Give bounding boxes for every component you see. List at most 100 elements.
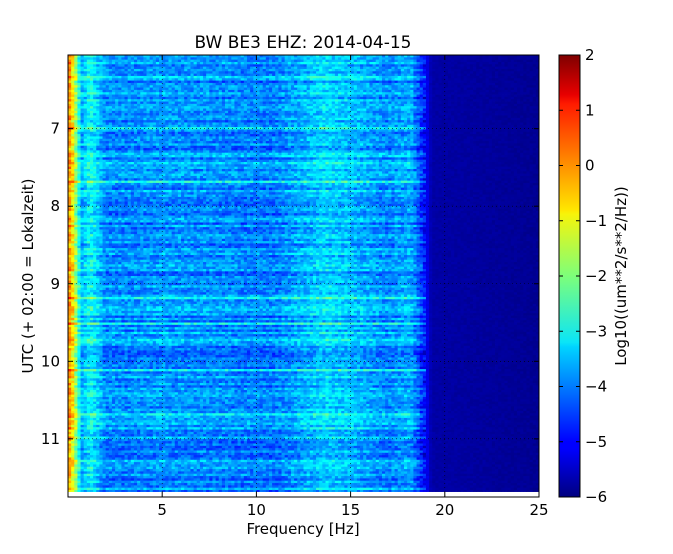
- heatmap-cell: [447, 73, 452, 77]
- heatmap-cell: [209, 96, 213, 100]
- heatmap-cell: [93, 78, 97, 81]
- heatmap-cell: [334, 68, 339, 72]
- heatmap-cell: [262, 117, 267, 121]
- heatmap-cell: [146, 82, 151, 86]
- heatmap-cell: [108, 110, 113, 114]
- heatmap-cell: [488, 101, 493, 105]
- heatmap-cell: [517, 115, 521, 119]
- heatmap-cell: [206, 96, 210, 100]
- heatmap-cell: [309, 129, 314, 133]
- heatmap-cell: [86, 61, 91, 65]
- heatmap-cell: [262, 124, 267, 128]
- heatmap-cell: [366, 82, 370, 86]
- heatmap-cell: [435, 108, 439, 112]
- heatmap-cell: [143, 82, 147, 86]
- heatmap-cell: [253, 73, 257, 77]
- heatmap-cell: [510, 78, 515, 81]
- heatmap-cell: [341, 124, 345, 128]
- heatmap-cell: [338, 115, 342, 119]
- heatmap-cell: [504, 71, 508, 75]
- heatmap-cell: [476, 103, 480, 107]
- heatmap-cell: [432, 57, 436, 61]
- heatmap-cell: [152, 61, 157, 65]
- heatmap-cell: [425, 73, 430, 77]
- heatmap-cell: [80, 108, 85, 112]
- heatmap-cell: [215, 101, 220, 105]
- heatmap-cell: [96, 89, 100, 93]
- heatmap-cell: [410, 96, 414, 100]
- heatmap-cell: [322, 61, 326, 65]
- heatmap-cell: [517, 59, 521, 63]
- heatmap-cell: [127, 68, 132, 72]
- heatmap-cell: [294, 106, 298, 109]
- heatmap-cell: [155, 115, 160, 119]
- heatmap-cell: [322, 101, 326, 105]
- heatmap-cell: [495, 66, 499, 70]
- heatmap-cell: [488, 80, 493, 84]
- heatmap-cell: [309, 89, 314, 93]
- heatmap-cell: [378, 61, 383, 65]
- heatmap-cell: [488, 87, 493, 91]
- heatmap-cell: [77, 66, 81, 70]
- heatmap-cell: [184, 59, 188, 63]
- heatmap-cell: [149, 87, 154, 91]
- heatmap-cell: [68, 78, 72, 81]
- heatmap-cell: [196, 66, 201, 70]
- heatmap-cell: [316, 120, 320, 123]
- heatmap-cell: [347, 106, 351, 109]
- heatmap-cell: [250, 55, 254, 58]
- heatmap-cell: [535, 57, 539, 61]
- heatmap-cell: [469, 94, 474, 98]
- heatmap-cell: [246, 122, 251, 126]
- heatmap-cell: [287, 96, 292, 100]
- heatmap-cell: [495, 113, 499, 116]
- heatmap-cell: [360, 92, 364, 95]
- heatmap-cell: [382, 64, 386, 68]
- heatmap-cell: [466, 115, 471, 119]
- heatmap-cell: [184, 122, 188, 126]
- heatmap-cell: [83, 87, 88, 91]
- heatmap-cell: [71, 61, 75, 65]
- heatmap-cell: [400, 122, 405, 126]
- heatmap-cell: [469, 101, 474, 105]
- heatmap-cell: [416, 71, 421, 75]
- heatmap-cell: [174, 73, 179, 77]
- heatmap-cell: [209, 108, 213, 112]
- heatmap-cell: [473, 99, 477, 102]
- heatmap-cell: [501, 101, 505, 105]
- heatmap-cell: [253, 108, 257, 112]
- heatmap-cell: [334, 120, 339, 123]
- heatmap-cell: [111, 73, 116, 77]
- heatmap-cell: [378, 89, 383, 93]
- heatmap-cell: [108, 57, 113, 61]
- heatmap-cell: [520, 55, 524, 58]
- heatmap-cell: [74, 96, 78, 100]
- heatmap-cell: [488, 106, 493, 109]
- heatmap-cell: [501, 96, 505, 100]
- heatmap-cell: [532, 115, 537, 119]
- heatmap-cell: [316, 64, 320, 68]
- heatmap-cell: [325, 103, 330, 107]
- heatmap-cell: [209, 57, 213, 61]
- heatmap-cell: [102, 80, 107, 84]
- heatmap-cell: [177, 73, 182, 77]
- heatmap-cell: [501, 124, 505, 128]
- heatmap-cell: [162, 92, 166, 95]
- heatmap-cell: [89, 92, 94, 95]
- heatmap-cell: [334, 115, 339, 119]
- heatmap-cell: [394, 92, 399, 95]
- heatmap-cell: [171, 92, 176, 95]
- heatmap-cell: [325, 99, 330, 102]
- heatmap-cell: [350, 101, 355, 105]
- heatmap-cell: [356, 103, 361, 107]
- heatmap-cell: [256, 73, 260, 77]
- heatmap-cell: [281, 108, 286, 112]
- heatmap-cell: [137, 92, 141, 95]
- heatmap-cell: [309, 94, 314, 98]
- heatmap-cell: [203, 68, 207, 72]
- heatmap-cell: [225, 127, 229, 130]
- heatmap-cell: [187, 80, 191, 84]
- heatmap-cell: [400, 78, 405, 81]
- heatmap-cell: [334, 89, 339, 93]
- heatmap-cell: [127, 57, 132, 61]
